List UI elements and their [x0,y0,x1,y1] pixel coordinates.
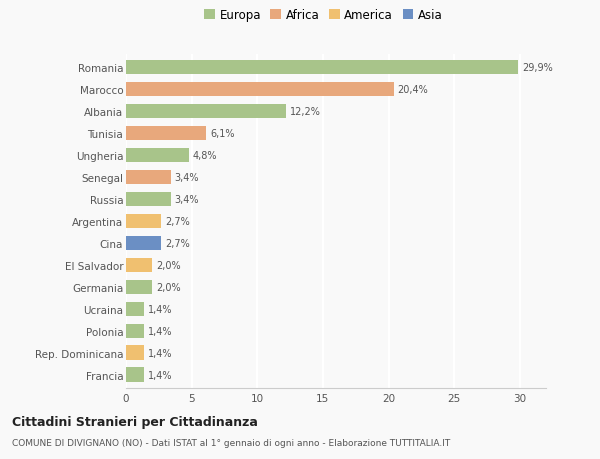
Legend: Europa, Africa, America, Asia: Europa, Africa, America, Asia [199,5,448,27]
Text: 1,4%: 1,4% [148,348,173,358]
Text: Cittadini Stranieri per Cittadinanza: Cittadini Stranieri per Cittadinanza [12,415,258,428]
Text: 1,4%: 1,4% [148,370,173,380]
Bar [126,258,152,272]
Text: 3,4%: 3,4% [175,173,199,183]
Text: 2,7%: 2,7% [166,217,190,226]
Text: 20,4%: 20,4% [398,85,428,95]
Text: COMUNE DI DIVIGNANO (NO) - Dati ISTAT al 1° gennaio di ogni anno - Elaborazione : COMUNE DI DIVIGNANO (NO) - Dati ISTAT al… [12,438,450,448]
Bar [126,236,161,251]
Bar [126,127,206,141]
Bar [126,368,145,382]
Bar [126,280,152,294]
Text: 29,9%: 29,9% [523,63,553,73]
Bar [126,61,518,75]
Bar [126,346,145,360]
Bar [126,149,189,163]
Bar [126,192,170,207]
Bar [126,83,394,97]
Text: 2,0%: 2,0% [156,260,181,270]
Text: 1,4%: 1,4% [148,304,173,314]
Bar [126,214,161,229]
Text: 2,0%: 2,0% [156,282,181,292]
Bar [126,105,286,119]
Text: 1,4%: 1,4% [148,326,173,336]
Text: 2,7%: 2,7% [166,238,190,248]
Bar [126,171,170,185]
Bar [126,302,145,316]
Text: 3,4%: 3,4% [175,195,199,205]
Bar [126,324,145,338]
Text: 12,2%: 12,2% [290,107,321,117]
Text: 4,8%: 4,8% [193,151,217,161]
Text: 6,1%: 6,1% [210,129,235,139]
